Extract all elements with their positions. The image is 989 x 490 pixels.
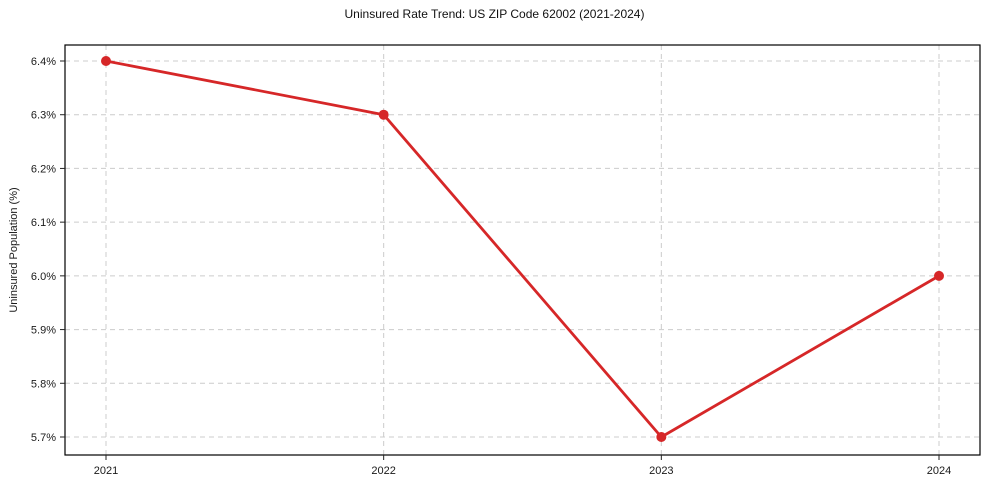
plot-frame: [64, 44, 981, 456]
x-tick-label: 2022: [371, 465, 395, 477]
x-tick-label: 2021: [94, 465, 118, 477]
y-tick-label: 6.3%: [31, 110, 56, 122]
y-tick-label: 6.0%: [31, 271, 56, 283]
y-tick-label: 6.2%: [31, 163, 56, 175]
trend-line: [104, 59, 941, 439]
x-tick-label: 2024: [927, 465, 951, 477]
y-tick-label: 5.8%: [31, 378, 56, 390]
y-tick-label: 6.1%: [31, 217, 56, 229]
data-point-marker: [934, 270, 944, 281]
data-point-marker: [378, 109, 389, 120]
data-point-marker: [656, 432, 667, 442]
x-tick-label: 2023: [649, 465, 673, 477]
y-tick-label: 6.4%: [31, 56, 56, 68]
chart-title: Uninsured Rate Trend: US ZIP Code 62002 …: [344, 7, 645, 21]
data-point-marker: [101, 56, 111, 66]
y-tick-label: 5.9%: [31, 325, 56, 337]
y-tick-label: 5.7%: [31, 432, 56, 444]
